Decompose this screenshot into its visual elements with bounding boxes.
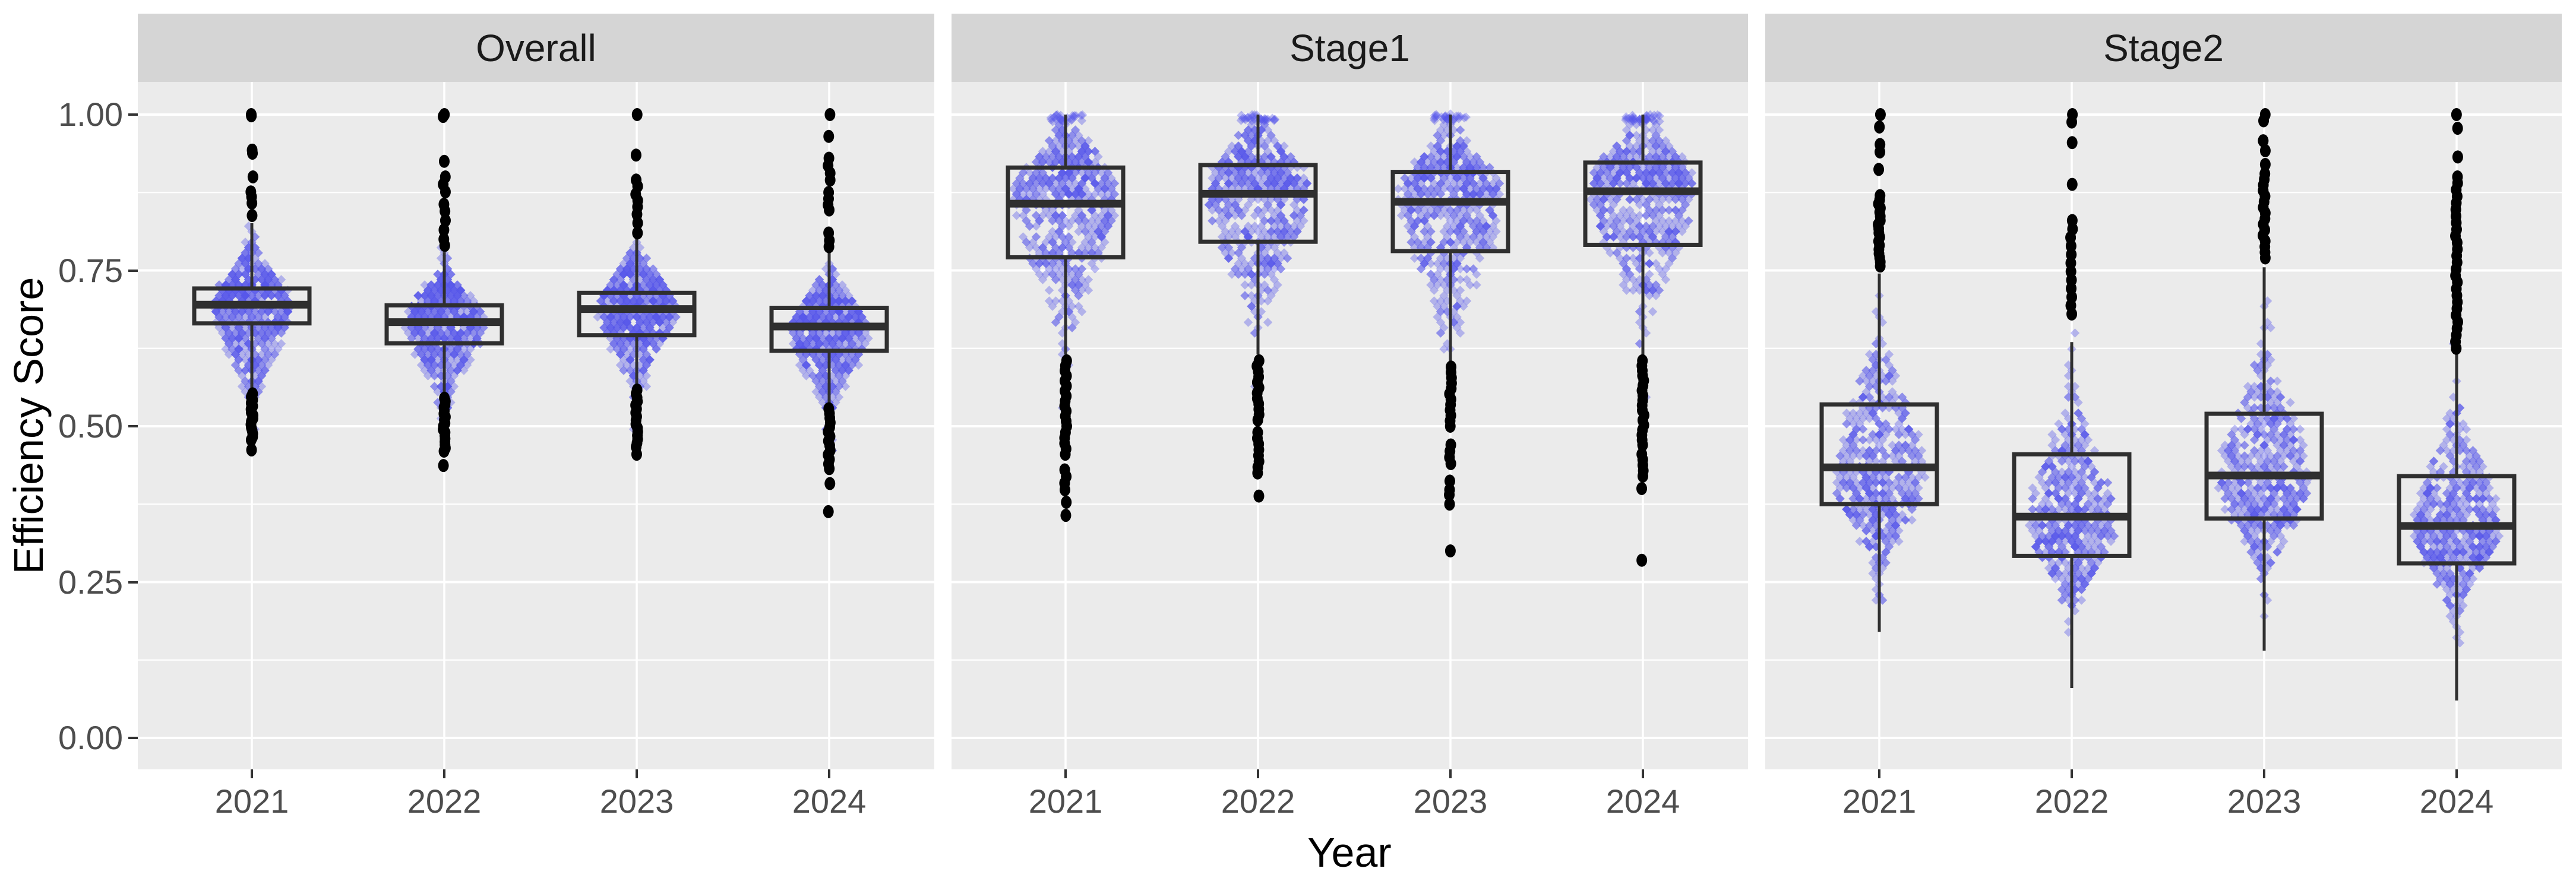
y-tick-mark xyxy=(128,425,138,427)
x-tick-mark xyxy=(1642,769,1644,778)
x-tick-label: 2024 xyxy=(1605,782,1680,820)
y-tick-label: 0.00 xyxy=(58,719,123,756)
x-tick-label: 2024 xyxy=(792,782,867,820)
panel-plot-area-stage2 xyxy=(1765,82,2562,769)
box-2021 xyxy=(1819,402,1939,506)
panel-plot-area-stage1 xyxy=(952,82,1748,769)
panel-plot-area-overall xyxy=(138,82,934,769)
y-tick-label: 1.00 xyxy=(58,96,123,133)
x-tick-label: 2021 xyxy=(214,782,289,820)
x-tick-mark xyxy=(251,769,253,778)
y-tick-mark xyxy=(128,113,138,116)
outlier-points-2021 xyxy=(1059,354,1072,522)
x-tick-label: 2023 xyxy=(2227,782,2302,820)
x-tick-label: 2023 xyxy=(1413,782,1488,820)
y-tick-mark xyxy=(128,581,138,584)
outlier-points-2024 xyxy=(2450,108,2463,355)
box-2023 xyxy=(1390,170,1510,253)
facet-strip-label: Overall xyxy=(476,26,596,69)
x-tick-mark xyxy=(828,769,830,778)
box-2024 xyxy=(2397,474,2517,566)
outlier-points-2022 xyxy=(2065,108,2078,321)
x-tick-mark xyxy=(2263,769,2265,778)
box-2022 xyxy=(2012,452,2132,558)
box-2024 xyxy=(1583,160,1703,247)
box-2021 xyxy=(1006,165,1126,259)
outlier-points-2021 xyxy=(1873,108,1886,273)
x-tick-mark xyxy=(443,769,445,778)
y-tick-label: 0.50 xyxy=(58,407,123,445)
outlier-points-2022 xyxy=(438,108,451,473)
x-tick-label: 2023 xyxy=(599,782,674,820)
outlier-points-2023 xyxy=(2258,108,2271,265)
x-axis-overall: 2021 2022 2023 2024 xyxy=(138,769,934,847)
outlier-points-2022 xyxy=(1251,354,1265,503)
x-tick-mark xyxy=(1449,769,1452,778)
facet-panel-stage2: Stage2 2021 2022 2023 2024 xyxy=(1765,0,2562,878)
x-axis-stage2: 2021 2022 2023 2024 xyxy=(1765,769,2562,847)
x-tick-label: 2022 xyxy=(2034,782,2109,820)
outlier-points-2021 xyxy=(245,108,258,457)
facet-strip-label: Stage1 xyxy=(1289,26,1410,69)
x-tick-mark xyxy=(1257,769,1259,778)
x-axis-stage1: 2021 2022 2023 2024 xyxy=(952,769,1748,847)
facet-panel-overall: Overall 2021 2022 2023 2024 xyxy=(138,0,934,878)
facet-strip-overall: Overall xyxy=(138,14,934,82)
box-2022 xyxy=(1198,163,1318,244)
x-tick-label: 2021 xyxy=(1028,782,1103,820)
x-tick-mark xyxy=(1064,769,1067,778)
x-axis-title: Year xyxy=(1307,829,1392,876)
x-tick-mark xyxy=(1878,769,1880,778)
x-tick-label: 2024 xyxy=(2419,782,2494,820)
facet-strip-stage2: Stage2 xyxy=(1765,14,2562,82)
facet-strip-label: Stage2 xyxy=(2103,26,2224,69)
outlier-points-2023 xyxy=(630,108,643,461)
y-tick-label: 0.75 xyxy=(58,251,123,289)
y-tick-label: 0.25 xyxy=(58,563,123,601)
x-tick-mark xyxy=(2071,769,2073,778)
facet-panel-stage1: Stage1 2021 2022 2023 2024 xyxy=(952,0,1748,878)
x-tick-mark xyxy=(2455,769,2458,778)
outlier-points-2024 xyxy=(823,108,836,518)
swarm-cap-cluster-2022 xyxy=(1236,110,1280,126)
y-tick-mark xyxy=(128,737,138,739)
box-2023 xyxy=(2204,411,2324,521)
outlier-points-2023 xyxy=(1444,360,1457,557)
facet-strip-stage1: Stage1 xyxy=(952,14,1748,82)
x-tick-label: 2022 xyxy=(407,782,482,820)
y-axis: 0.00 0.25 0.50 0.75 1.00 xyxy=(0,0,138,878)
x-tick-label: 2021 xyxy=(1842,782,1917,820)
outlier-points-2024 xyxy=(1636,354,1649,567)
swarm-cap-cluster-2024 xyxy=(1621,110,1664,126)
box-2023 xyxy=(577,290,697,338)
y-tick-mark xyxy=(128,269,138,272)
x-tick-mark xyxy=(636,769,638,778)
x-tick-label: 2022 xyxy=(1221,782,1295,820)
